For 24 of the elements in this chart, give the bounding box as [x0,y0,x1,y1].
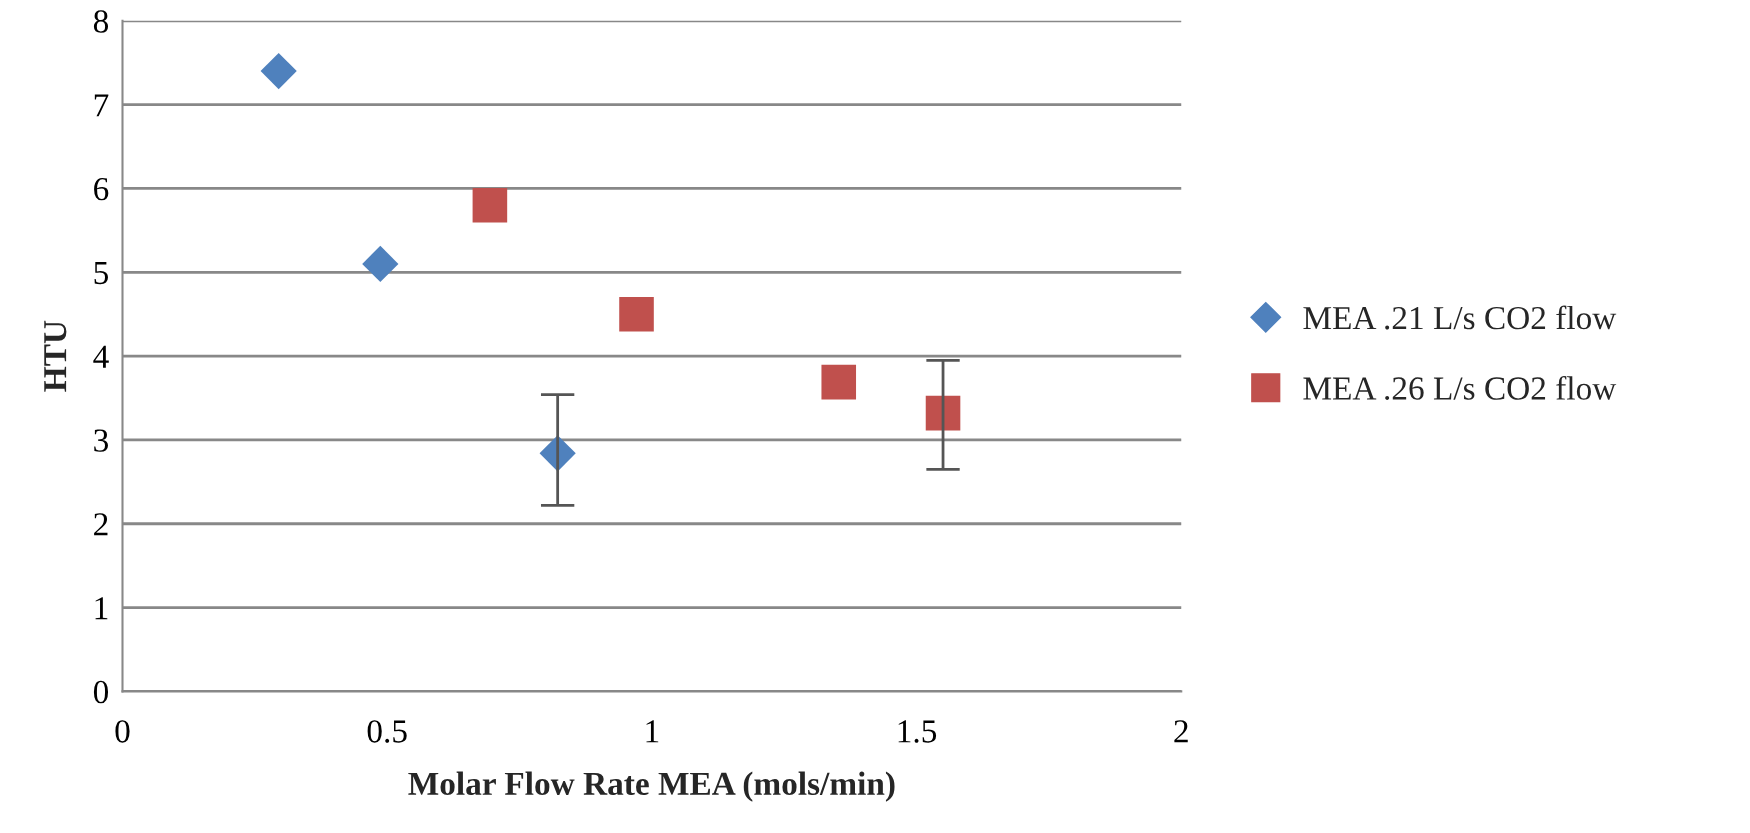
y-tick-label: 2 [94,513,108,536]
x-tick-label: 1.5 [898,720,937,743]
point [362,245,399,283]
x-tick-label: 0 [115,720,130,743]
x-tick-label: 2 [1174,720,1188,743]
y-tick-label: 3 [94,429,108,452]
x-tick-label: 0.5 [367,720,407,743]
point [925,395,961,431]
point [821,364,857,400]
y-tick-label: 0 [93,680,109,704]
point [472,187,508,223]
point [260,53,297,90]
y-tick-label: 1 [95,597,108,620]
y-tick-label: 7 [94,94,109,117]
y-tick-label: 4 [93,345,109,368]
y-tick-label: 5 [94,262,108,285]
y-tick-label: 6 [94,177,109,201]
x-axis-title: Molar Flow Rate MEA (mols/min) [408,771,895,802]
x-tick-label: 1 [646,720,659,743]
y-axis-title: HTU [44,320,67,392]
legend-label: MEA .26 L/s CO2 flow [1303,375,1617,400]
point [619,296,654,332]
legend-label: MEA .21 L/s CO2 flow [1303,305,1617,330]
y-tick-label: 8 [93,10,109,33]
